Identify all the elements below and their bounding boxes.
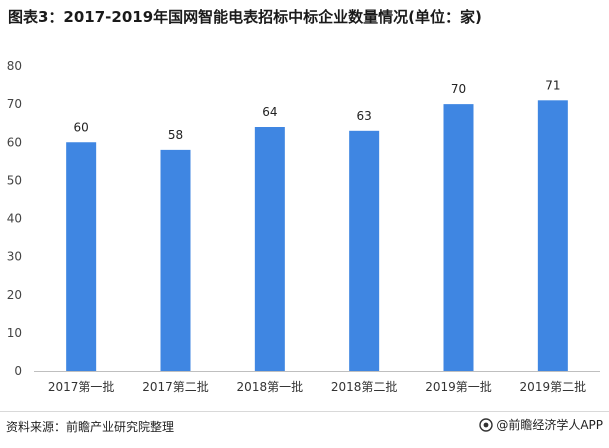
footer-divider	[0, 411, 609, 412]
value-labels: 60 58 64 63 70 71	[74, 78, 561, 142]
bar	[160, 149, 191, 371]
category-label: 2018第一批	[237, 379, 304, 394]
bar-value-label: 60	[74, 120, 89, 134]
bar	[66, 142, 97, 371]
bar-value-label: 71	[545, 78, 560, 92]
category-label: 2018第二批	[331, 379, 398, 394]
brand-credit: @前瞻经济学人APP	[479, 416, 603, 433]
y-axis-ticks: 0 10 20 30 40 50 60 70 80	[7, 59, 22, 378]
y-tick-label: 20	[7, 288, 22, 302]
source-note: 资料来源：前瞻产业研究院整理	[6, 420, 175, 434]
bar	[254, 127, 285, 371]
brand-logo-icon	[479, 417, 494, 432]
category-label: 2019第二批	[520, 379, 587, 394]
y-tick-label: 10	[7, 326, 22, 340]
brand-label: @前瞻经济学人APP	[496, 418, 603, 432]
bar	[537, 100, 568, 371]
y-tick-label: 30	[7, 250, 22, 264]
bar	[443, 104, 474, 371]
bar	[349, 130, 380, 371]
bars	[66, 100, 568, 371]
bar-value-label: 58	[168, 128, 183, 142]
y-tick-label: 80	[7, 59, 22, 73]
chart-title: 图表3：2017-2019年国网智能电表招标中标企业数量情况(单位：家)	[8, 8, 482, 26]
y-tick-label: 50	[7, 173, 22, 187]
bar-value-label: 63	[357, 109, 372, 123]
category-label: 2017第二批	[142, 379, 209, 394]
category-label: 2017第一批	[48, 379, 115, 394]
y-tick-label: 0	[14, 364, 22, 378]
category-labels: 2017第一批 2017第二批 2018第一批 2018第二批 2019第一批 2019第…	[48, 379, 586, 394]
y-tick-label: 40	[7, 212, 22, 226]
y-tick-label: 70	[7, 97, 22, 111]
bar-value-label: 64	[262, 105, 277, 119]
y-tick-label: 60	[7, 135, 22, 149]
category-label: 2019第一批	[425, 379, 492, 394]
bar-value-label: 70	[451, 82, 466, 96]
